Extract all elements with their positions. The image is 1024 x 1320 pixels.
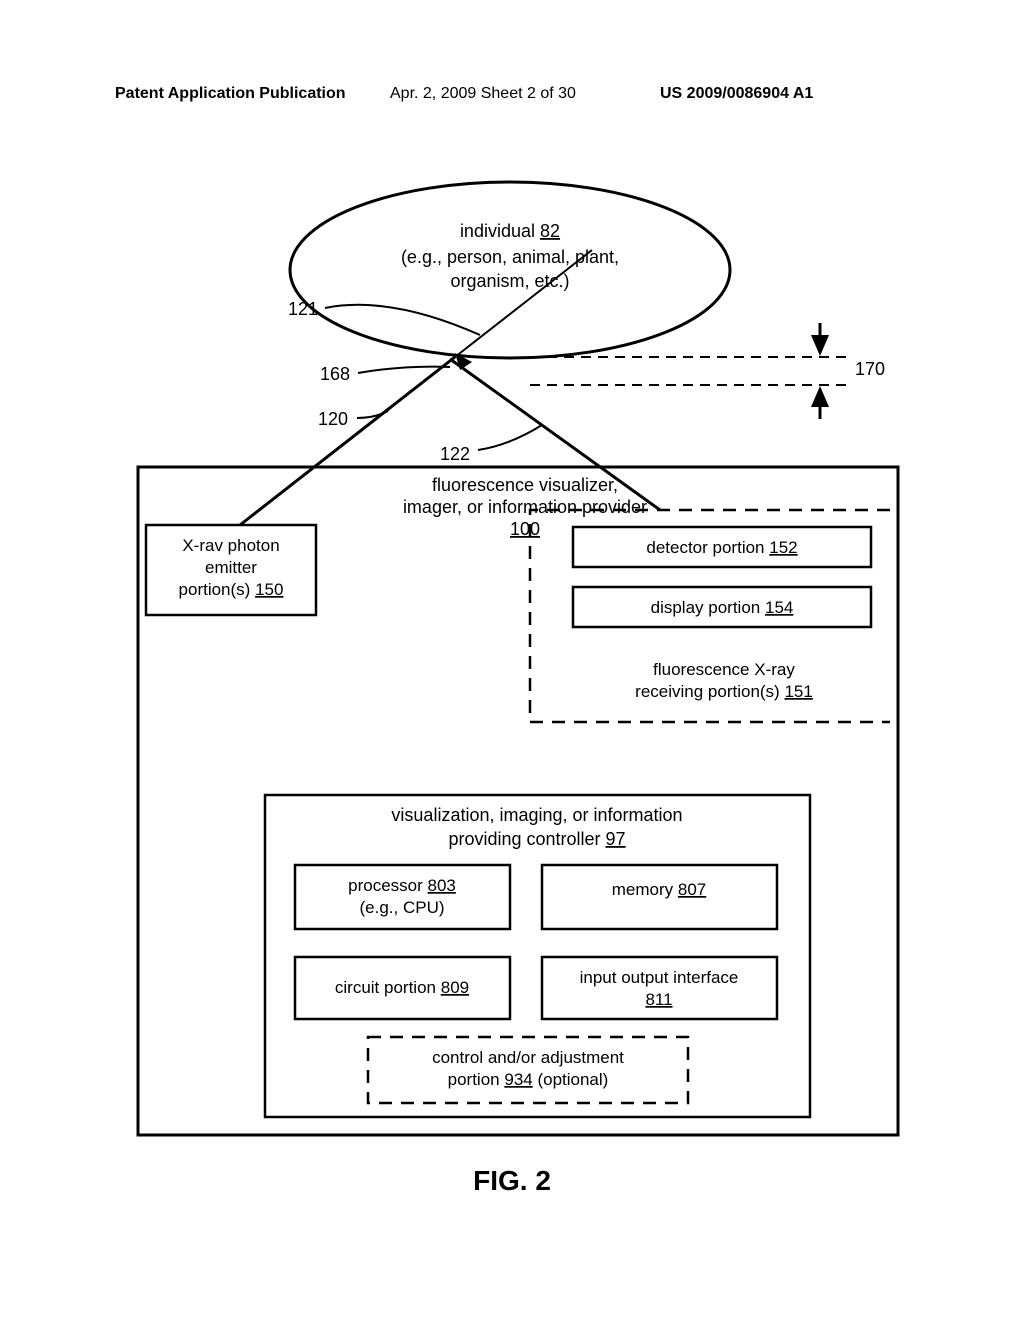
figure-caption: FIG. 2 — [0, 1165, 1024, 1197]
main-box-ref: 100 — [510, 519, 540, 539]
processor-line1: processor 803 — [348, 876, 456, 895]
detector-label: detector portion 152 — [646, 538, 797, 557]
label-168: 168 — [320, 364, 350, 384]
recv-label-line1: fluorescence X-ray — [653, 660, 795, 679]
leader-122 — [478, 425, 542, 450]
memory-label: memory 807 — [612, 880, 707, 899]
io-ref: 811 — [645, 990, 672, 1009]
label-121: 121 — [288, 299, 318, 319]
individual-label-line1: individual 82 — [460, 221, 560, 241]
page: Patent Application Publication Apr. 2, 2… — [0, 0, 1024, 1320]
main-box-title1: fluorescence visualizer, — [432, 475, 618, 495]
header-mid: Apr. 2, 2009 Sheet 2 of 30 — [390, 85, 576, 103]
io-box — [542, 957, 777, 1019]
emitter-line2: emitter — [205, 558, 257, 577]
diagram-svg: individual 82 (e.g., person, animal, pla… — [110, 175, 920, 1145]
label-120: 120 — [318, 409, 348, 429]
individual-label-line2: (e.g., person, animal, plant, — [401, 247, 619, 267]
recv-label-line2: receiving portion(s) 151 — [635, 682, 813, 701]
main-box-title2: imager, or information provider — [403, 497, 647, 517]
control-adj-line2: portion 934 (optional) — [448, 1070, 609, 1089]
processor-box — [295, 865, 510, 929]
controller-title1: visualization, imaging, or information — [391, 805, 682, 825]
emitter-line3: portion(s) 150 — [179, 580, 284, 599]
header-right: US 2009/0086904 A1 — [660, 85, 813, 103]
individual-ellipse — [290, 182, 730, 358]
processor-line2: (e.g., CPU) — [359, 898, 444, 917]
header-left: Patent Application Publication — [115, 85, 346, 103]
circuit-label: circuit portion 809 — [335, 978, 469, 997]
io-line1: input output interface — [580, 968, 739, 987]
control-adj-line1: control and/or adjustment — [432, 1048, 624, 1067]
controller-title2: providing controller 97 — [448, 829, 625, 849]
emitter-line1: X-rav photon — [182, 536, 279, 555]
label-170: 170 — [855, 359, 885, 379]
display-label: display portion 154 — [651, 598, 794, 617]
label-122: 122 — [440, 444, 470, 464]
